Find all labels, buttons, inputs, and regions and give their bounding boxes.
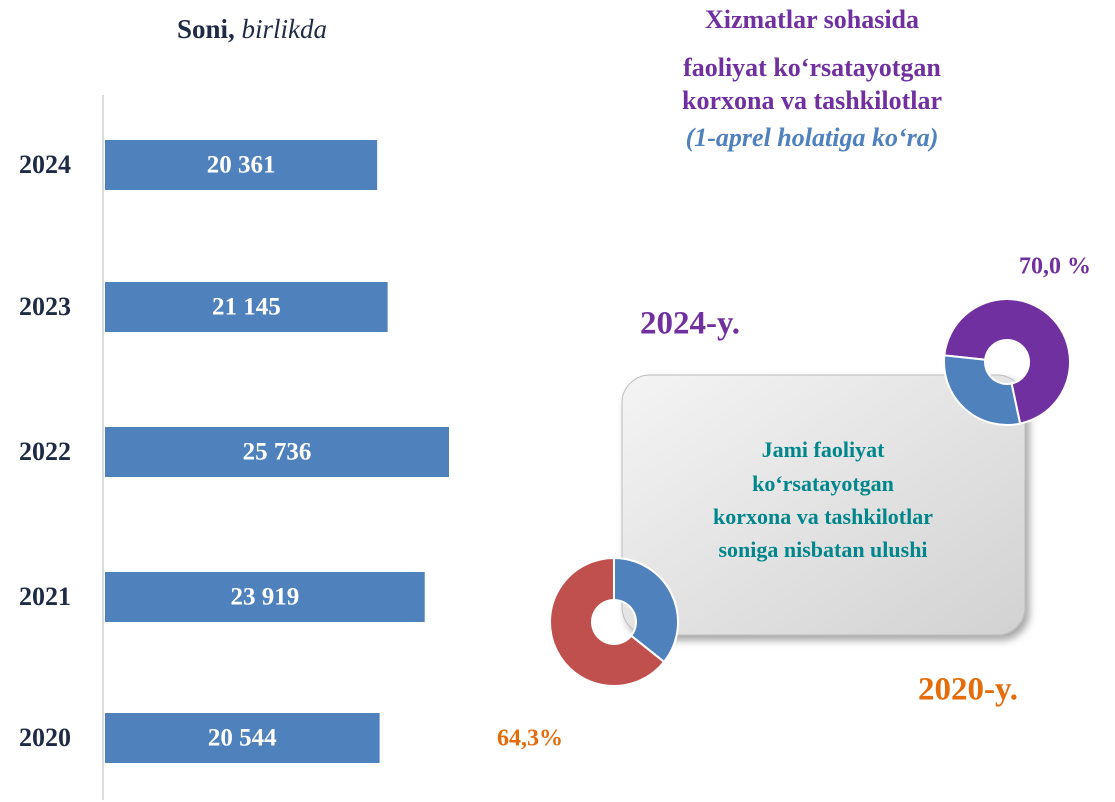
- category-label: 2023: [19, 292, 71, 321]
- title-unit: birlikda: [242, 14, 328, 44]
- value-label: 25 736: [243, 439, 312, 466]
- donut-slice: [943, 354, 1022, 426]
- value-label: 64,3%: [497, 726, 563, 752]
- bar: [105, 427, 449, 477]
- value-label: 20 361: [207, 152, 276, 179]
- heading-line: korxona va tashkilotlar: [682, 86, 942, 115]
- pie-title: 2020-y.: [918, 672, 1018, 708]
- value-label: 20 544: [208, 725, 277, 752]
- category-label: 2020: [19, 723, 71, 752]
- value-label: 23 919: [230, 584, 299, 611]
- category-label: 2022: [19, 437, 71, 466]
- bar-title: Soni, birlikda: [177, 14, 327, 44]
- note-line: korxona va tashkilotlar: [713, 504, 933, 529]
- donut-slice: [612, 556, 679, 664]
- category-label: 2021: [19, 582, 71, 611]
- category-label: 2024: [19, 150, 71, 179]
- bar: [105, 572, 425, 622]
- value-label: 70,0 %: [1019, 254, 1091, 280]
- heading-line: faoliyat ko‘rsatayotgan: [683, 53, 941, 82]
- pie-title: 2024-y.: [640, 306, 740, 342]
- title-main: Soni,: [177, 14, 235, 44]
- donut-slice: [549, 556, 666, 687]
- bar: [105, 713, 380, 763]
- note-line: soniga nisbatan ulushi: [718, 537, 927, 562]
- bar: [105, 140, 378, 190]
- donut-slice: [943, 298, 1071, 425]
- value-label: 21 145: [212, 294, 281, 321]
- note-line: Jami faoliyat: [762, 437, 885, 462]
- note-box: [621, 374, 1026, 636]
- heading-line: Xizmatlar sohasida: [705, 5, 919, 34]
- bar: [105, 282, 388, 332]
- note-line: ko‘rsatayotgan: [752, 471, 894, 496]
- heading-subtitle: (1-aprel holatiga ko‘ra): [686, 123, 939, 152]
